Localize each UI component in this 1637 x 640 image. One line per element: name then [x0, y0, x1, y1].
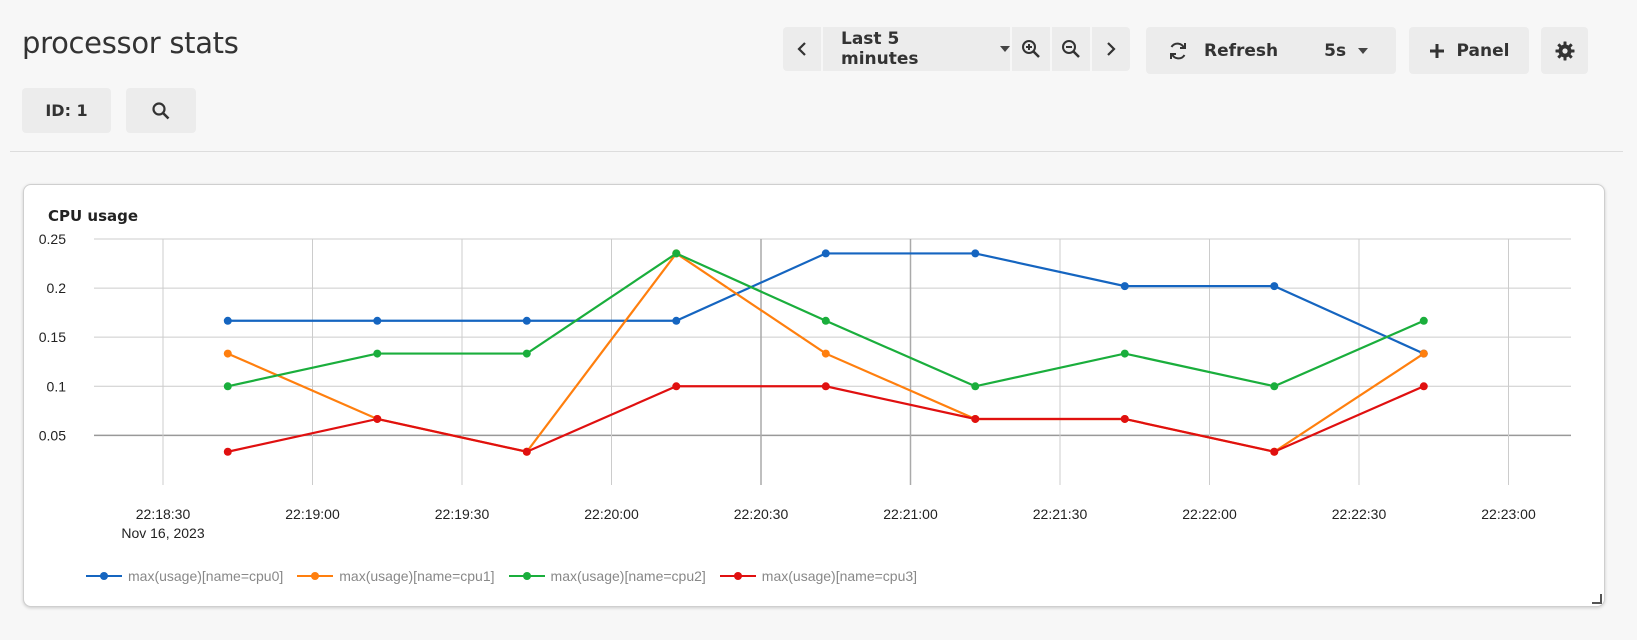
data-point [223, 382, 232, 391]
x-tick-label: 22:18:30 [136, 506, 191, 522]
add-panel-button[interactable]: Panel [1409, 27, 1529, 74]
time-back-button[interactable] [783, 27, 821, 71]
settings-button[interactable] [1541, 27, 1588, 74]
legend-swatch [508, 572, 545, 580]
add-panel-label: Panel [1456, 40, 1510, 61]
time-range-select[interactable]: Last 5 minutes [823, 27, 1010, 71]
data-point [522, 349, 531, 358]
search-button[interactable] [126, 88, 196, 133]
page-title: processor stats [22, 26, 239, 60]
data-point [821, 316, 830, 325]
data-point [522, 447, 531, 456]
data-point [821, 382, 830, 391]
zoom-out-icon [1061, 39, 1081, 59]
refresh-interval-value: 5s [1324, 40, 1347, 61]
y-tick-label: 0.1 [47, 378, 67, 394]
legend-swatch [86, 572, 122, 580]
data-point [1120, 414, 1129, 423]
data-point [1120, 349, 1129, 358]
legend-item[interactable]: max(usage)[name=cpu0] [86, 568, 283, 584]
header-divider [10, 151, 1623, 152]
gear-icon [1555, 41, 1575, 61]
series-line [227, 385, 1425, 453]
id-filter-button[interactable]: ID: 1 [22, 88, 111, 133]
data-point [522, 316, 531, 325]
caret-down-icon [1358, 47, 1369, 54]
panel-title: CPU usage [48, 207, 139, 225]
data-point [373, 316, 382, 325]
y-tick-label: 0.25 [39, 231, 66, 247]
x-tick-label: 22:21:30 [1033, 506, 1088, 522]
x-date-label: Nov 16, 2023 [121, 525, 204, 541]
legend-item[interactable]: max(usage)[name=cpu1] [297, 568, 495, 584]
legend-item[interactable]: max(usage)[name=cpu3] [719, 568, 918, 584]
data-point [672, 316, 681, 325]
chevron-right-icon [1106, 42, 1116, 56]
data-point [672, 249, 681, 258]
refresh-interval-select[interactable]: 5s [1324, 40, 1369, 61]
data-point [1270, 447, 1279, 456]
cpu-usage-chart[interactable]: 0.05 0.1 0.15 0.2 0.25 22:18:30 22:19:00 22:19:… [24, 185, 1604, 606]
refresh-button[interactable]: Refresh 5s [1146, 27, 1396, 74]
data-point [223, 349, 232, 358]
y-tick-label: 0.15 [39, 329, 66, 345]
data-point [971, 249, 980, 258]
data-point [1419, 316, 1428, 325]
y-tick-label: 0.2 [47, 280, 67, 296]
x-tick-label: 22:19:00 [285, 506, 340, 522]
zoom-out-button[interactable] [1052, 27, 1090, 71]
x-tick-label: 22:19:30 [435, 506, 490, 522]
data-point [1419, 349, 1428, 358]
id-filter-label: ID: 1 [45, 101, 88, 120]
data-point [821, 249, 830, 258]
data-point [1419, 382, 1428, 391]
data-point [223, 316, 232, 325]
zoom-in-button[interactable] [1012, 27, 1050, 71]
data-point [971, 414, 980, 423]
data-point [971, 382, 980, 391]
data-point [373, 414, 382, 423]
refresh-label: Refresh [1204, 40, 1279, 61]
legend-swatch [297, 572, 334, 580]
x-tick-label: 22:22:00 [1182, 506, 1237, 522]
data-point [821, 349, 830, 358]
legend-label: max(usage)[name=cpu3] [761, 568, 918, 584]
caret-down-icon [1000, 46, 1010, 52]
chart-legend: max(usage)[name=cpu0] max(usage)[name=cpu… [86, 568, 917, 584]
x-tick-label: 22:20:30 [734, 506, 789, 522]
y-tick-label: 0.05 [39, 427, 66, 443]
data-point [1120, 282, 1129, 291]
zoom-in-icon [1021, 39, 1041, 59]
data-point [672, 382, 681, 391]
refresh-icon [1168, 41, 1188, 61]
data-point [373, 349, 382, 358]
plus-icon [1429, 43, 1445, 59]
cpu-usage-panel: CPU usage 0.05 0.1 0.15 0.2 0.25 22:18:30 22:1… [23, 184, 1605, 607]
legend-label: max(usage)[name=cpu1] [339, 568, 495, 584]
x-tick-label: 22:22:30 [1332, 506, 1387, 522]
chevron-left-icon [797, 42, 807, 56]
legend-label: max(usage)[name=cpu2] [550, 568, 706, 584]
data-point [1270, 282, 1279, 291]
resize-handle[interactable] [1592, 594, 1602, 604]
x-tick-label: 22:20:00 [584, 506, 639, 522]
legend-item[interactable]: max(usage)[name=cpu2] [508, 568, 706, 584]
data-point [223, 447, 232, 456]
x-tick-label: 22:21:00 [883, 506, 938, 522]
x-tick-label: 22:23:00 [1481, 506, 1536, 522]
data-point [1270, 382, 1279, 391]
search-icon [152, 101, 170, 120]
legend-label: max(usage)[name=cpu0] [128, 568, 284, 584]
time-range-label: Last 5 minutes [841, 29, 919, 69]
series-line [227, 252, 1425, 355]
legend-swatch [719, 572, 756, 580]
time-forward-button[interactable] [1092, 27, 1130, 71]
